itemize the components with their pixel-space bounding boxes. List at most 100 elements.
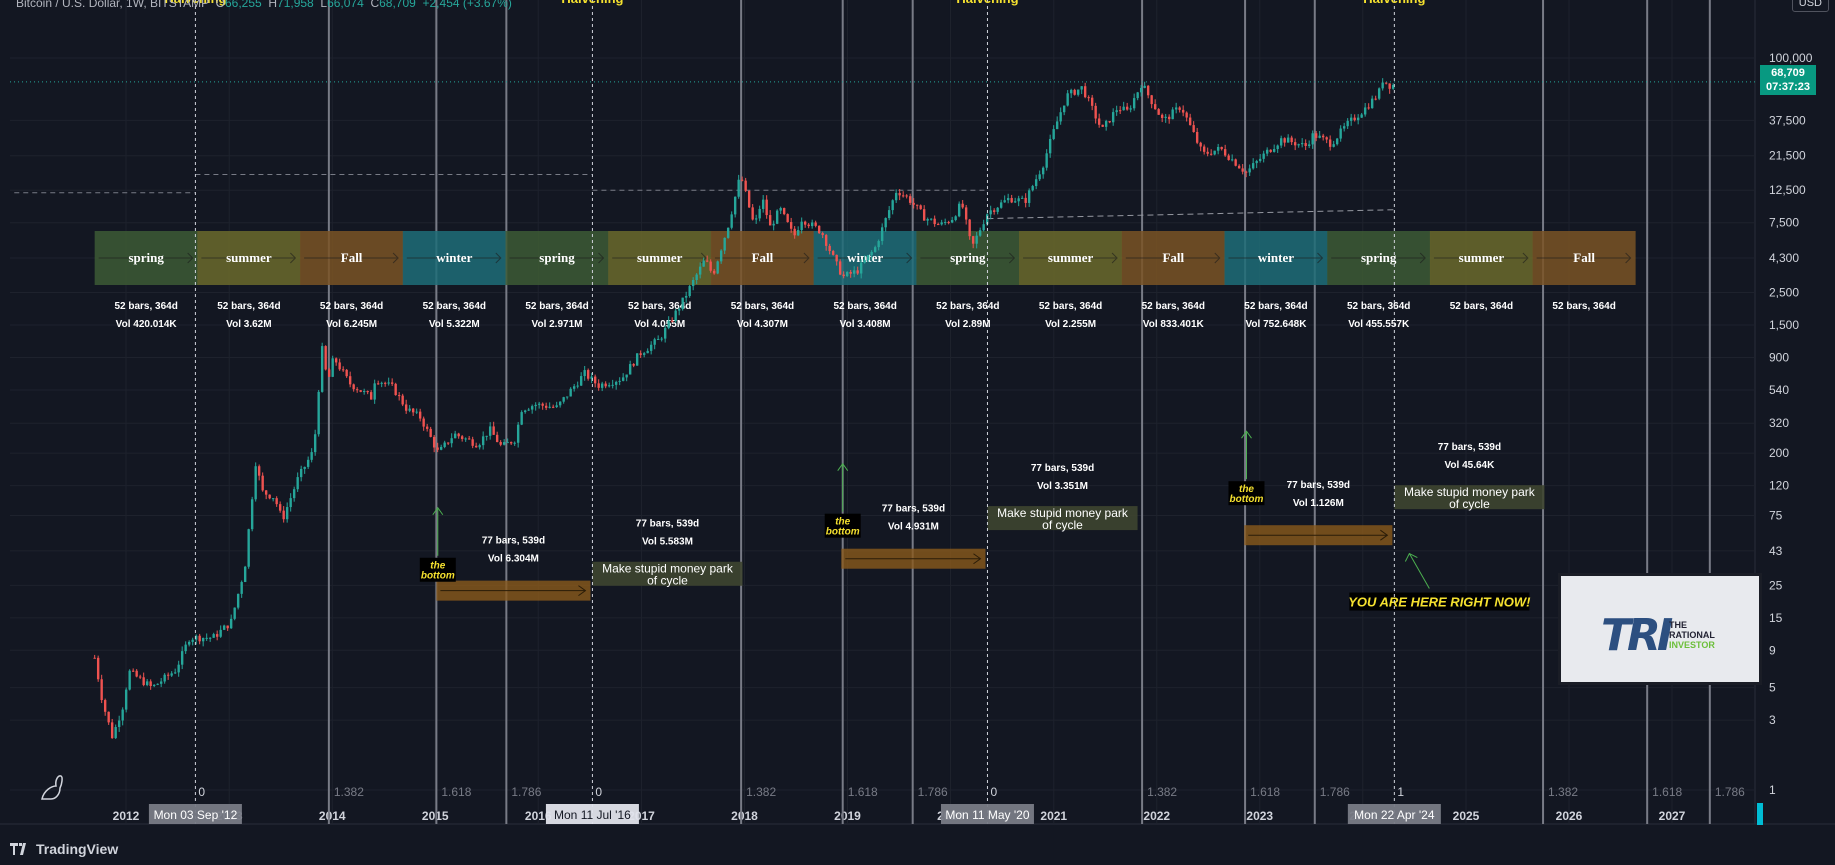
season-volume: Vol 3.408M [840, 319, 891, 330]
candle-body [660, 338, 663, 340]
candle-body [779, 208, 782, 211]
cycle-volume: Vol 3.351M [1037, 481, 1088, 492]
y-tick-label: 3 [1769, 713, 1776, 727]
season-volume: Vol 420.014K [116, 319, 178, 330]
season-arrow [1023, 252, 1118, 264]
candle-body [730, 214, 733, 228]
money-label-line2: of cycle [1042, 518, 1083, 532]
candle-body [523, 410, 527, 413]
candle-body [1311, 133, 1314, 145]
candle-body [926, 219, 929, 221]
close-value: 68,709 [379, 0, 416, 10]
date-marker-bg [148, 804, 242, 824]
candle-body [1122, 106, 1125, 111]
season-stats: 52 bars, 364d [936, 301, 999, 312]
season-volume: Vol 752.648K [1245, 319, 1307, 330]
candle-body [803, 221, 807, 225]
y-tick-label: 12,500 [1769, 183, 1806, 197]
date-marker-label: Mon 22 Apr '24 [1354, 808, 1435, 822]
candle-body [362, 391, 366, 393]
candle-body [1080, 86, 1083, 90]
y-tick-label: 7,500 [1769, 216, 1799, 230]
candle-body [1031, 186, 1034, 191]
candle-body [989, 210, 992, 215]
halving-caption: Halvening [164, 0, 226, 6]
candle-body [450, 438, 453, 444]
candle-body [684, 295, 688, 298]
y-tick-label: 1 [1769, 783, 1776, 797]
candle-body [562, 397, 565, 402]
footer-brand[interactable]: TradingView [10, 841, 118, 857]
candle-body [457, 433, 460, 437]
close-label: C [370, 0, 380, 10]
candle-body [1297, 144, 1300, 146]
candle-body [821, 233, 824, 236]
currency-button[interactable]: USD [1791, 0, 1829, 12]
candle-body [1024, 197, 1027, 203]
change-value: +2,454 (+3.67%) [422, 0, 512, 10]
candle-body [376, 383, 380, 385]
candle-body [1073, 89, 1076, 95]
x-tick-label: 2019 [834, 809, 861, 823]
candle-body [222, 625, 226, 630]
candle-body [1195, 132, 1199, 143]
candle-body [992, 210, 996, 212]
candle-body [415, 411, 418, 413]
candle-body [1318, 135, 1321, 138]
candle-body [863, 260, 866, 263]
candle-body [600, 383, 604, 388]
bottom-arrow-head [432, 506, 444, 516]
y-tick-label: 120 [1769, 479, 1789, 493]
candle-body [481, 436, 485, 446]
season-arrow [509, 252, 605, 264]
fib-time-label: 1.618 [848, 785, 878, 799]
candle-body [880, 227, 884, 242]
candle-body [1097, 118, 1101, 125]
candle-body [1167, 116, 1171, 120]
candle-body [240, 582, 243, 594]
callout-arrow [1408, 553, 1430, 589]
season-arrow [98, 252, 194, 264]
candle-body [922, 209, 926, 221]
candle-body [257, 466, 261, 476]
candle-body [1136, 92, 1139, 99]
candle-body [1321, 135, 1325, 138]
season-stats: 52 bars, 364d [217, 301, 280, 312]
candle-body [107, 711, 110, 723]
candle-body [674, 310, 677, 322]
candle-body [688, 286, 691, 296]
candle-body [471, 439, 474, 446]
candle-body [401, 395, 404, 405]
trend-line [987, 209, 1395, 220]
cycle-stats: 77 bars, 539d [482, 536, 545, 547]
candle-body [201, 637, 205, 642]
candle-body [1356, 117, 1360, 121]
candle-body [516, 424, 520, 443]
candle-body [929, 218, 933, 220]
candle-body [1066, 93, 1069, 106]
season-stats: 52 bars, 364d [628, 301, 691, 312]
y-tick-label: 320 [1769, 416, 1789, 430]
candle-body [404, 404, 408, 411]
candle-body [1006, 198, 1010, 201]
candle-body [747, 190, 751, 208]
cycle-stats: 77 bars, 539d [1287, 480, 1350, 491]
candle-body [1076, 89, 1080, 95]
candle-body [1153, 104, 1157, 110]
candle-body [1367, 107, 1370, 109]
scroll-handle[interactable] [1757, 803, 1763, 825]
candle-body [1164, 116, 1167, 118]
watermark-logo: TRI THE RATIONAL INVESTOR [1558, 573, 1762, 685]
candle-body [534, 404, 537, 407]
candle-body [152, 684, 156, 686]
season-stats: 52 bars, 364d [1039, 301, 1102, 312]
money-label-line1: Make stupid money park [602, 562, 734, 576]
season-arrow [1331, 252, 1426, 264]
season-stats: 52 bars, 364d [1347, 301, 1410, 312]
candle-body [957, 203, 961, 217]
candle-body [1314, 133, 1318, 138]
candle-body [1304, 143, 1307, 146]
candle-body [163, 674, 166, 682]
